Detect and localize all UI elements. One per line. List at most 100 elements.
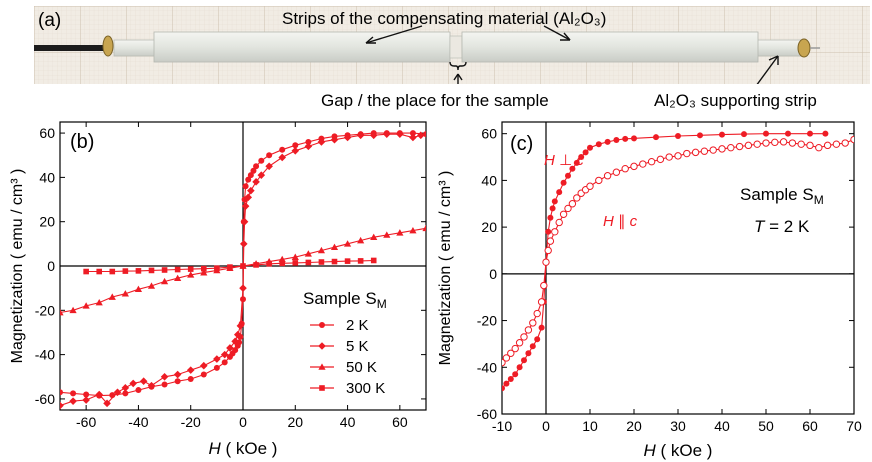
data-point	[103, 399, 111, 408]
data-point	[113, 388, 122, 397]
legend-entry: 300 K	[346, 380, 385, 397]
data-point	[291, 253, 299, 260]
data-point	[247, 172, 254, 179]
data-point	[134, 285, 143, 293]
data-point	[525, 350, 532, 357]
data-point	[226, 344, 234, 352]
annotation-temperature: T = 2 K	[754, 217, 810, 236]
data-point	[587, 144, 593, 151]
data-point	[524, 326, 533, 334]
data-point	[697, 132, 703, 139]
data-point	[806, 141, 814, 150]
data-point	[382, 130, 391, 138]
data-point	[559, 210, 568, 218]
gap-annotation: Gap / the place for the sample	[321, 91, 549, 110]
data-point	[423, 131, 426, 138]
data-point	[95, 298, 103, 306]
data-point	[547, 214, 554, 221]
data-point	[214, 265, 220, 272]
panel-a-label: (a)	[38, 10, 62, 31]
legend-marker	[319, 322, 325, 328]
data-point	[357, 258, 364, 264]
data-point	[656, 155, 665, 164]
data-point	[631, 135, 637, 142]
data-point	[242, 183, 249, 190]
series-line-H-⊥-c	[502, 133, 826, 389]
data-point	[568, 200, 577, 208]
data-point	[529, 319, 537, 327]
y-tick-label: -60	[35, 391, 55, 407]
data-point	[291, 147, 300, 155]
sample-holder-photo	[34, 6, 870, 84]
data-point	[533, 309, 541, 318]
data-point	[573, 194, 581, 202]
data-point	[540, 281, 548, 290]
series-label-perp: H ⊥ c	[544, 152, 584, 169]
data-point	[60, 401, 64, 410]
data-point	[573, 159, 580, 166]
x-tick-label: 50	[758, 418, 774, 434]
data-point	[564, 204, 572, 213]
data-point	[122, 390, 129, 397]
data-point	[69, 397, 77, 405]
chart-b-hysteresis: -60 -40 -20 0 20 40 60 -60 -40 -20 0 20 40 60 (b) Magne…	[9, 121, 427, 458]
data-point	[70, 390, 77, 397]
data-point	[161, 381, 168, 388]
data-point	[305, 138, 312, 145]
x-tick-label: 0	[542, 418, 550, 434]
data-point	[719, 131, 725, 138]
x-tick-label: -60	[76, 414, 96, 430]
data-point	[245, 176, 252, 183]
data-point	[735, 142, 744, 151]
data-point	[200, 371, 207, 378]
data-point	[785, 130, 791, 137]
data-point	[239, 240, 248, 248]
data-point	[174, 378, 181, 385]
data-point	[250, 167, 257, 174]
data-point	[330, 243, 339, 250]
data-point	[396, 229, 404, 236]
data-point	[129, 379, 137, 388]
data-point	[174, 266, 181, 273]
data-point	[551, 198, 558, 205]
series-group	[502, 130, 854, 392]
x-tick-label: 20	[626, 418, 642, 434]
data-point	[823, 141, 832, 150]
y-axis-label: Magnetization ( emu / cm³ )	[437, 171, 454, 366]
data-point	[135, 387, 142, 394]
data-point	[516, 364, 523, 371]
data-point	[797, 140, 805, 148]
data-point	[763, 130, 769, 137]
data-point	[744, 141, 753, 150]
data-point	[147, 381, 156, 390]
data-point	[247, 186, 255, 195]
data-point	[60, 389, 63, 396]
data-point	[241, 202, 250, 210]
data-point	[630, 162, 638, 171]
data-point	[512, 371, 519, 378]
panel-b-label: (b)	[70, 131, 94, 153]
x-tick-label: -10	[492, 418, 512, 434]
arrow-to-left-strip	[365, 25, 423, 44]
data-point	[317, 138, 326, 146]
data-point	[511, 344, 519, 353]
brass-washer-left	[102, 35, 114, 57]
y-tick-label: -60	[477, 406, 497, 422]
data-point	[278, 153, 287, 162]
data-point	[292, 260, 299, 266]
data-point	[409, 226, 417, 234]
data-point	[304, 250, 312, 257]
data-point	[422, 224, 426, 232]
data-point	[266, 260, 272, 267]
data-point	[109, 268, 116, 275]
data-point	[544, 246, 552, 255]
data-point	[135, 268, 142, 274]
x-tick-label: 30	[670, 418, 686, 434]
legend-entry: 5 K	[346, 338, 369, 355]
data-point	[502, 354, 511, 362]
x-tick-label: 10	[582, 418, 598, 434]
legend-entry: 2 K	[346, 317, 369, 334]
data-point	[727, 143, 735, 152]
data-point	[236, 322, 245, 330]
data-point	[700, 147, 709, 155]
